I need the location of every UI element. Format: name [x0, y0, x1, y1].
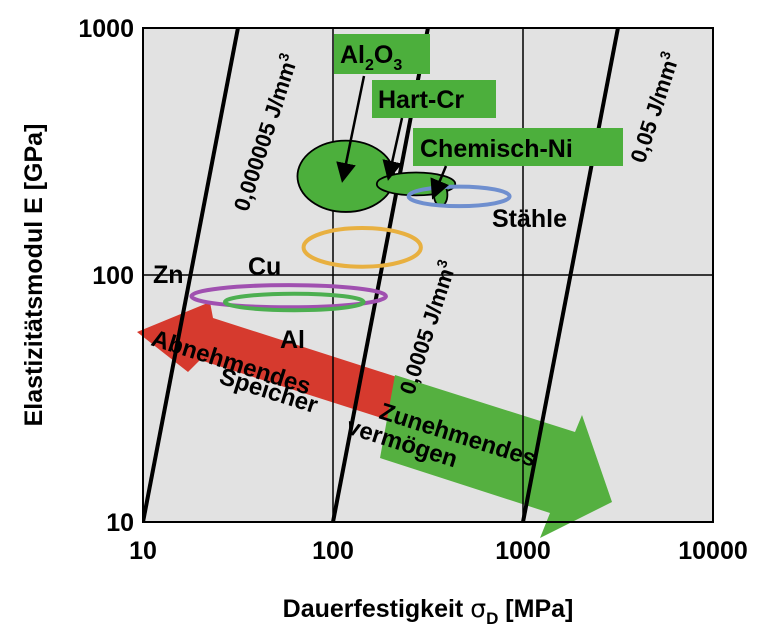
x-tick-label: 1000 [495, 537, 551, 565]
material-label-box-chemisch-ni [413, 128, 623, 166]
al2o3-sub1: 2 [365, 57, 374, 74]
material-label-staehle: Stähle [492, 205, 567, 233]
x-axis-label-subscript: D [486, 609, 498, 628]
plot-frame [142, 27, 714, 523]
material-label-box-hart-cr [372, 80, 496, 118]
pointer-chemisch-ni [430, 165, 449, 200]
material-label-chemisch-ni: Chemisch-Ni [420, 135, 573, 163]
al2o3-sub2: 3 [393, 57, 402, 74]
al2o3-mid: O [374, 41, 393, 69]
material-label-box-al2o3 [334, 34, 430, 74]
y-axis-label: Elastizitätsmodul E [GPa] [20, 124, 48, 427]
pointer-hart-cr [382, 117, 404, 181]
y-tick-label: 1000 [78, 15, 134, 43]
x-tick-label: 10000 [678, 537, 748, 565]
x-axis-label-symbol: σ [470, 594, 486, 623]
al2o3-main: Al [340, 41, 365, 69]
arrow-decreasing [137, 302, 400, 420]
axis-layer: Dauerfestigkeit σD [MPa] Elastizitätsmod… [20, 15, 748, 628]
grid-layer [143, 28, 713, 522]
material-label-al2o3: Al2O3 [340, 41, 402, 74]
material-region-cu [301, 225, 423, 269]
energy-line-1 [143, 28, 240, 522]
material-region-zn [189, 283, 388, 310]
material-label-hart-cr: Hart-Cr [378, 86, 464, 114]
arrow-increasing [380, 375, 612, 538]
material-label-zn: Zn [153, 261, 184, 289]
x-axis-label: Dauerfestigkeit σD [MPa] [283, 594, 574, 628]
x-axis-label-main: Dauerfestigkeit [283, 595, 471, 623]
x-tick-label: 100 [312, 537, 354, 565]
x-axis-label-unit: [MPa] [498, 595, 573, 623]
x-tick-label: 10 [129, 537, 157, 565]
material-region-st-hle [406, 184, 512, 209]
arrows-layer [137, 302, 612, 538]
material-label-cu: Cu [248, 253, 281, 281]
y-tick-label: 100 [92, 262, 134, 290]
material-label-al: Al [280, 326, 305, 354]
energy-line-3 [521, 28, 620, 522]
pointer-al2o3 [336, 75, 366, 183]
y-tick-label: 10 [106, 509, 134, 537]
material-region-al2o3 [296, 139, 396, 213]
material-region-al [222, 291, 366, 313]
